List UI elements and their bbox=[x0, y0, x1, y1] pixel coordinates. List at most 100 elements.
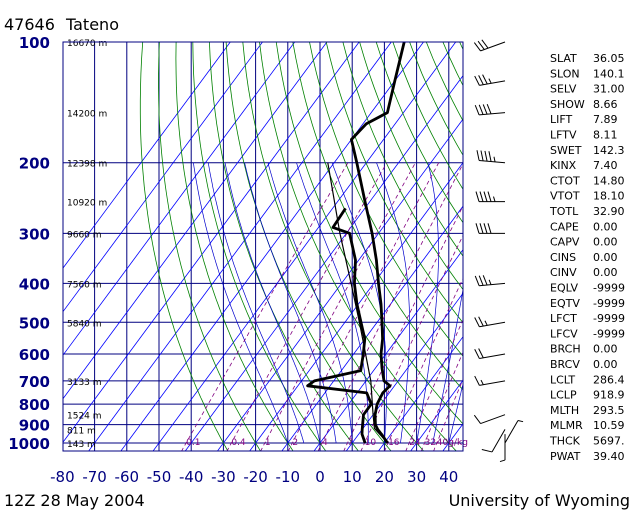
index-name: PWAT bbox=[550, 450, 581, 463]
barb-staff bbox=[479, 380, 506, 386]
moist-adiabat bbox=[224, 162, 321, 444]
station-id: 47646 bbox=[4, 15, 55, 34]
dry-adiabat bbox=[225, 42, 392, 451]
dry-adiabat bbox=[192, 42, 327, 451]
index-name: CAPV bbox=[550, 236, 580, 249]
height-label: 1524 m bbox=[67, 412, 102, 422]
barb-flag bbox=[482, 275, 488, 286]
isotherm-line bbox=[313, 249, 463, 451]
barb-flag bbox=[484, 150, 488, 162]
height-label: 9660 m bbox=[67, 230, 102, 240]
wind-barb bbox=[476, 150, 506, 164]
index-name: LCLP bbox=[550, 389, 577, 402]
parcel-path bbox=[327, 162, 389, 444]
isotherm-line bbox=[377, 336, 463, 451]
index-name: EQLV bbox=[550, 282, 579, 295]
index-value: 0.00 bbox=[593, 358, 618, 371]
dry-adiabat bbox=[242, 42, 425, 451]
wind-barb bbox=[481, 429, 506, 453]
barb-flag bbox=[487, 191, 492, 202]
barb-flag bbox=[477, 40, 485, 50]
barb-flag bbox=[473, 42, 481, 52]
index-name: CINS bbox=[550, 251, 576, 264]
index-name: SELV bbox=[550, 83, 577, 96]
temperature-tick-label: -60 bbox=[115, 468, 140, 486]
mixing-ratio-label: 0.4 bbox=[231, 438, 246, 448]
pressure-tick-label: 800 bbox=[19, 396, 50, 414]
index-value: 142.3 bbox=[593, 144, 625, 157]
barb-flag bbox=[482, 74, 488, 85]
barb-half-flag bbox=[480, 379, 484, 385]
barb-flag bbox=[474, 75, 480, 86]
temperature-tick-label: -70 bbox=[82, 468, 107, 486]
moist-adiabat bbox=[448, 382, 463, 444]
barb-flag bbox=[478, 316, 484, 327]
index-value: -9999 bbox=[593, 282, 625, 295]
pressure-tick-label: 200 bbox=[19, 155, 50, 173]
index-name: SWET bbox=[550, 144, 582, 157]
plot-frame bbox=[62, 41, 464, 452]
mixing-ratio-label: 40g/kg bbox=[437, 438, 468, 448]
index-name: CTOT bbox=[550, 174, 580, 187]
temperature-tick-label: 30 bbox=[407, 468, 426, 486]
barb-flag bbox=[478, 348, 484, 359]
barb-flag bbox=[488, 151, 492, 162]
barb-staff bbox=[479, 353, 506, 360]
station-name: Tateno bbox=[65, 15, 119, 34]
isotherm-line bbox=[249, 162, 463, 451]
mixing-ratio-line bbox=[287, 162, 440, 451]
dewpoint-profile bbox=[306, 207, 373, 444]
index-name: EQTV bbox=[550, 297, 580, 310]
wind-barb bbox=[473, 414, 506, 425]
mixing-ratio-line bbox=[181, 162, 349, 451]
pressure-tick-label: 900 bbox=[19, 417, 50, 435]
index-value: 140.1 bbox=[593, 67, 625, 80]
barb-flag bbox=[478, 104, 484, 115]
barb-flag bbox=[474, 104, 480, 116]
height-label: 12398 m bbox=[67, 160, 107, 170]
height-label: 3133 m bbox=[67, 378, 102, 388]
index-value: 10.59 bbox=[593, 419, 625, 432]
temperature-profile bbox=[349, 42, 406, 444]
index-value: 0.00 bbox=[593, 266, 618, 279]
dry-adiabat bbox=[325, 42, 463, 324]
pressure-tick-label: 500 bbox=[19, 314, 50, 332]
height-label: 14200 m bbox=[67, 110, 107, 120]
barb-half-flag bbox=[517, 419, 524, 423]
barb-flag bbox=[483, 191, 488, 202]
mixing-ratio-line bbox=[360, 234, 463, 451]
barb-flag bbox=[478, 275, 484, 286]
moist-adiabat bbox=[296, 162, 369, 443]
barb-flag bbox=[481, 39, 489, 49]
data-source: University of Wyoming bbox=[449, 491, 630, 510]
isotherm-line bbox=[120, 42, 424, 451]
isotherm-line bbox=[63, 42, 263, 313]
mixing-ratio-line bbox=[420, 351, 463, 451]
barb-staff bbox=[479, 112, 506, 116]
moist-adiabat bbox=[331, 162, 388, 444]
dry-adiabat bbox=[158, 42, 261, 451]
dry-adiabat bbox=[359, 42, 463, 257]
index-name: CAPE bbox=[550, 220, 579, 233]
moist-adiabat bbox=[432, 287, 463, 444]
index-name: MLTH bbox=[550, 404, 579, 417]
index-value: 286.4 bbox=[593, 373, 625, 386]
index-value: 918.9 bbox=[593, 389, 625, 402]
index-value: 39.40 bbox=[593, 450, 625, 463]
dry-adiabat bbox=[209, 42, 359, 451]
moist-adiabat bbox=[267, 162, 353, 444]
isotherm-line bbox=[216, 118, 463, 451]
wind-barb bbox=[504, 419, 524, 444]
pressure-tick-label: 300 bbox=[19, 225, 50, 243]
isotherm-line bbox=[152, 42, 457, 451]
temperature-tick-label: 40 bbox=[439, 468, 458, 486]
barb-staff bbox=[480, 41, 506, 52]
barb-flag bbox=[475, 223, 480, 234]
mixing-ratio-label: 10 bbox=[365, 438, 377, 448]
mixing-ratio-label: 32 bbox=[425, 438, 436, 448]
height-label: 811 m bbox=[67, 426, 96, 436]
mixing-ratio-line bbox=[226, 162, 388, 451]
height-label: 16670 m bbox=[67, 39, 107, 49]
wind-barb bbox=[475, 191, 505, 203]
